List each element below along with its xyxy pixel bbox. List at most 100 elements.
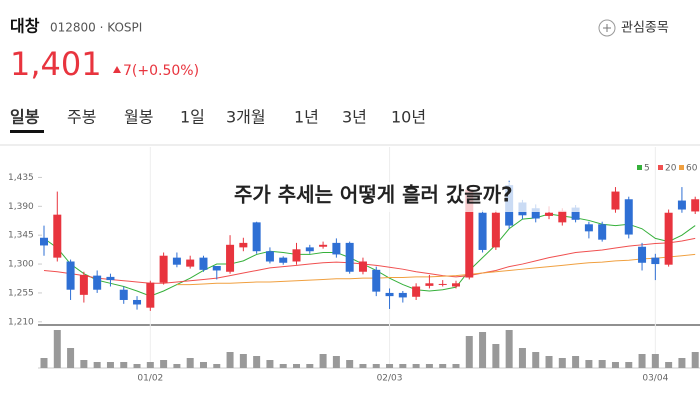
volume-bar — [372, 364, 380, 368]
legend-label: 5 — [644, 164, 650, 174]
volume-bar — [186, 358, 194, 368]
candle-body — [172, 257, 181, 265]
volume-bar — [279, 364, 287, 368]
y-tick-label: 1,345 — [8, 231, 34, 241]
annotation: 주가 추세는 어떻게 흘러 갔을까? — [234, 183, 513, 207]
volume-bar — [425, 364, 433, 368]
candle-body — [79, 274, 88, 295]
volume-bar — [651, 354, 659, 368]
candle-body — [677, 200, 686, 210]
candle-body — [638, 246, 647, 263]
volume-bar — [133, 364, 141, 368]
volume-bar — [625, 362, 633, 368]
candle-body — [119, 289, 128, 300]
volume-bar — [611, 362, 619, 368]
volume-bar — [53, 330, 61, 368]
candle-body — [545, 212, 554, 216]
chart: 1,435 1,390 1,345 1,300 1,255 1,210 01/02 02/03… — [8, 147, 700, 384]
volume-bar — [572, 356, 580, 368]
volume-bar — [465, 336, 473, 368]
candle-body — [93, 275, 102, 290]
tab[interactable]: 1년 — [294, 108, 319, 127]
volume-bar — [239, 354, 247, 368]
legend-swatch — [658, 165, 663, 170]
volume-bar — [439, 364, 447, 368]
candle-body — [279, 257, 288, 263]
volume-bar — [199, 362, 207, 368]
x-tick-label: 02/03 — [377, 374, 403, 384]
y-tick-label: 1,255 — [8, 288, 34, 298]
moving-average-line — [43, 213, 696, 297]
candle-body — [664, 212, 673, 265]
tab[interactable]: 일봉 — [10, 108, 40, 127]
candle-body — [332, 242, 341, 255]
plus-icon — [598, 19, 616, 37]
candle-body — [691, 199, 700, 212]
price-change: 7(+0.50%) — [123, 63, 199, 79]
candle-body — [319, 244, 328, 247]
volume-bar — [93, 362, 101, 368]
candle-body — [385, 292, 394, 297]
candle-body — [53, 214, 62, 258]
volume-bar — [293, 364, 301, 368]
y-tick-label: 1,300 — [8, 260, 34, 270]
volume-bar — [146, 362, 154, 368]
price: 1,401 — [10, 45, 102, 83]
tab[interactable]: 월봉 — [124, 108, 153, 127]
candle-body — [212, 265, 221, 271]
annotation-bg — [232, 182, 610, 212]
volume-bar — [479, 332, 487, 368]
volume-bar — [412, 364, 420, 368]
candle-body — [571, 207, 580, 220]
candle-body — [199, 257, 208, 270]
volume-bar — [505, 330, 513, 368]
volume-bar — [691, 352, 699, 368]
volume-bar — [678, 358, 686, 368]
tab[interactable]: 10년 — [391, 108, 426, 127]
volume-bar — [665, 362, 673, 368]
legend-swatch — [679, 165, 684, 170]
plus-glyph — [603, 24, 611, 32]
candle-body — [106, 276, 115, 281]
candle-body — [252, 222, 261, 252]
volume-bar — [213, 364, 221, 368]
candle-body — [265, 251, 274, 262]
volume-bar — [518, 348, 526, 368]
volume-bar — [359, 364, 367, 368]
watch-button[interactable]: 관심종목 — [598, 19, 669, 37]
moving-average-line — [43, 237, 696, 284]
y-tick-label: 1,390 — [8, 202, 34, 212]
tab[interactable]: 3개월 — [226, 108, 266, 127]
tab[interactable]: 1일 — [180, 108, 205, 127]
candle-body — [226, 244, 235, 272]
volume-bar — [173, 364, 181, 368]
tab[interactable]: 3년 — [342, 108, 367, 127]
volume-bar — [106, 362, 114, 368]
candle-body — [40, 237, 48, 246]
candle-body — [451, 283, 460, 287]
volume-bar — [598, 360, 606, 368]
candle-body — [398, 292, 407, 298]
candle-body — [584, 224, 593, 232]
volume-bar — [346, 360, 354, 368]
volume-bar — [120, 362, 128, 368]
moving-average-line — [176, 253, 696, 286]
volume-bar — [306, 364, 314, 368]
candle-body — [345, 242, 354, 272]
volume-bar — [160, 360, 168, 368]
candle-body — [66, 261, 75, 290]
candle-body — [425, 283, 434, 286]
candle-body — [358, 261, 367, 272]
legend-label: 20 — [665, 164, 677, 174]
candle-body — [491, 212, 500, 248]
volume-bar — [532, 352, 540, 368]
volume-bar — [319, 354, 327, 368]
tab[interactable]: 주봉 — [67, 108, 96, 127]
x-tick-label: 01/02 — [137, 374, 163, 384]
y-tick-label: 1,435 — [8, 173, 34, 183]
candle-body — [159, 255, 168, 283]
candle-body — [133, 299, 142, 305]
watch-label: 관심종목 — [621, 21, 669, 36]
volume-bar — [492, 344, 500, 368]
candle-body — [624, 199, 633, 235]
